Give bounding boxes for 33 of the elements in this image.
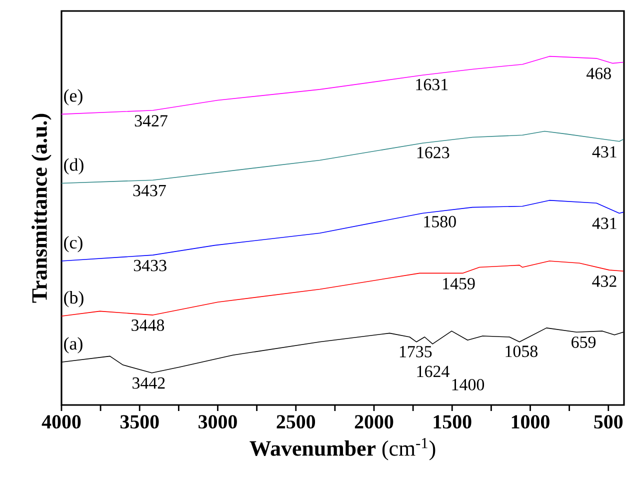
annotation: 431 [592,146,616,158]
series-label: (e) [64,89,82,106]
annotation: 3448 [132,319,164,331]
annotation: 659 [572,336,596,348]
annotation: 3433 [134,260,166,272]
series-label: (c) [64,236,82,252]
series-label: (b) [64,291,84,308]
annotation: 1459 [443,278,475,290]
series-label: (a) [64,337,82,354]
annotation: 1580 [424,216,456,228]
x-tick-label: 1000 [512,415,550,429]
annotation: 1058 [506,346,538,358]
annotation: 1735 [400,346,432,358]
annotation: 3427 [134,115,168,127]
x-axis-title: Wavenumber (cm$^{-1}$) [250,438,436,460]
annotation: 468 [586,68,611,80]
x-tick-label: 2000 [354,415,394,429]
annotation: 431 [592,218,616,230]
series-label: (d) [64,158,84,174]
x-tick-label: 1500 [434,415,472,429]
annotation: 1623 [417,146,450,158]
x-tick-label: 2500 [276,415,316,429]
y-axis-title: Transmittance (a.u.) [32,114,52,303]
x-tick-label: 500 [594,415,623,429]
x-tick-label: 4000 [42,415,81,429]
annotation: 3442 [132,377,165,389]
annotation: 432 [592,276,616,287]
annotation: 1400 [452,378,484,390]
annotation: 3437 [133,184,166,196]
x-tick-label: 3500 [120,415,159,429]
x-tick-label: 3000 [198,415,237,429]
annotation: 1624 [417,366,450,378]
annotation: 1631 [416,78,448,90]
